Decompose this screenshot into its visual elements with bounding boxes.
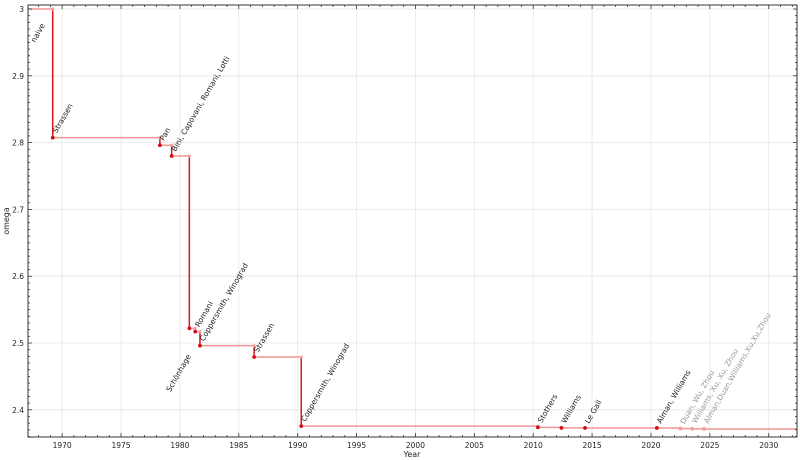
y-tick-label: 2.9 bbox=[12, 72, 24, 81]
step-end-point bbox=[187, 154, 191, 158]
axes: 1970 1975 1980 1985 1990 1995 2000 2005 2010 2015… bbox=[12, 4, 798, 450]
point-label: Bini, Capovani, Romani, Lotti bbox=[170, 55, 232, 153]
data-point bbox=[536, 425, 540, 430]
step-end-point bbox=[193, 326, 197, 330]
x-tick-label: 2000 bbox=[406, 441, 425, 450]
x-tick-label: 1975 bbox=[111, 441, 130, 450]
y-tick-label: 2.6 bbox=[12, 272, 24, 281]
point-label: Coppersmith, Winograd bbox=[299, 342, 351, 424]
x-tick-label: 2010 bbox=[524, 441, 543, 450]
data-point bbox=[702, 427, 706, 431]
data-point bbox=[654, 426, 659, 430]
x-tick-label: 1995 bbox=[347, 441, 366, 450]
data-point bbox=[187, 326, 192, 331]
plot-frame bbox=[27, 4, 798, 438]
x-axis-label: Year bbox=[403, 450, 422, 459]
step-end-point bbox=[252, 344, 256, 348]
point-label: Williams bbox=[559, 393, 583, 425]
point-label: Strassen bbox=[51, 102, 75, 135]
x-tick-label: 2015 bbox=[583, 441, 602, 450]
step-end-point bbox=[198, 330, 202, 334]
step-series bbox=[28, 8, 797, 430]
y-tick-label: 2.8 bbox=[12, 139, 24, 148]
x-tick-label: 2025 bbox=[700, 441, 719, 450]
y-axis-label: omega bbox=[2, 207, 11, 235]
y-tick-label: 3 bbox=[19, 5, 24, 14]
step-end-point bbox=[170, 143, 174, 147]
points bbox=[50, 7, 706, 431]
data-point bbox=[169, 154, 174, 158]
data-point bbox=[193, 329, 198, 334]
step-end-point bbox=[158, 136, 162, 140]
data-point bbox=[299, 424, 304, 429]
x-tick-label: 2020 bbox=[641, 441, 660, 450]
point-label: Strassen bbox=[252, 321, 276, 354]
data-point bbox=[198, 343, 202, 348]
step-end-point bbox=[299, 355, 303, 359]
x-tick-label: 2030 bbox=[759, 441, 778, 450]
x-tick-label: 1990 bbox=[288, 441, 307, 450]
point-label: Pan bbox=[158, 126, 173, 142]
data-point bbox=[583, 426, 587, 430]
data-point bbox=[559, 426, 564, 430]
x-tick-label: 2005 bbox=[465, 441, 484, 450]
grid bbox=[28, 5, 797, 437]
point-label: Schönhage bbox=[164, 352, 193, 393]
data-point bbox=[50, 135, 55, 140]
x-tick-label: 1985 bbox=[229, 441, 248, 450]
x-tick-label: 1980 bbox=[170, 441, 189, 450]
point-label: Stothers bbox=[536, 392, 560, 424]
data-point bbox=[678, 426, 683, 431]
step-end-point bbox=[51, 7, 55, 11]
data-point bbox=[252, 355, 257, 359]
y-tick-label: 2.7 bbox=[12, 205, 24, 214]
y-tick-label: 2.5 bbox=[12, 339, 24, 348]
point-label: Alman,Duan,Williams,Xu,Xu,Zhou bbox=[702, 311, 773, 425]
x-tick-label: 1970 bbox=[53, 441, 72, 450]
data-point bbox=[690, 426, 695, 431]
point-label: Le Gall bbox=[583, 398, 604, 425]
data-point bbox=[157, 143, 162, 148]
point-label: naive bbox=[29, 21, 47, 44]
y-tick-label: 2.4 bbox=[12, 406, 24, 415]
